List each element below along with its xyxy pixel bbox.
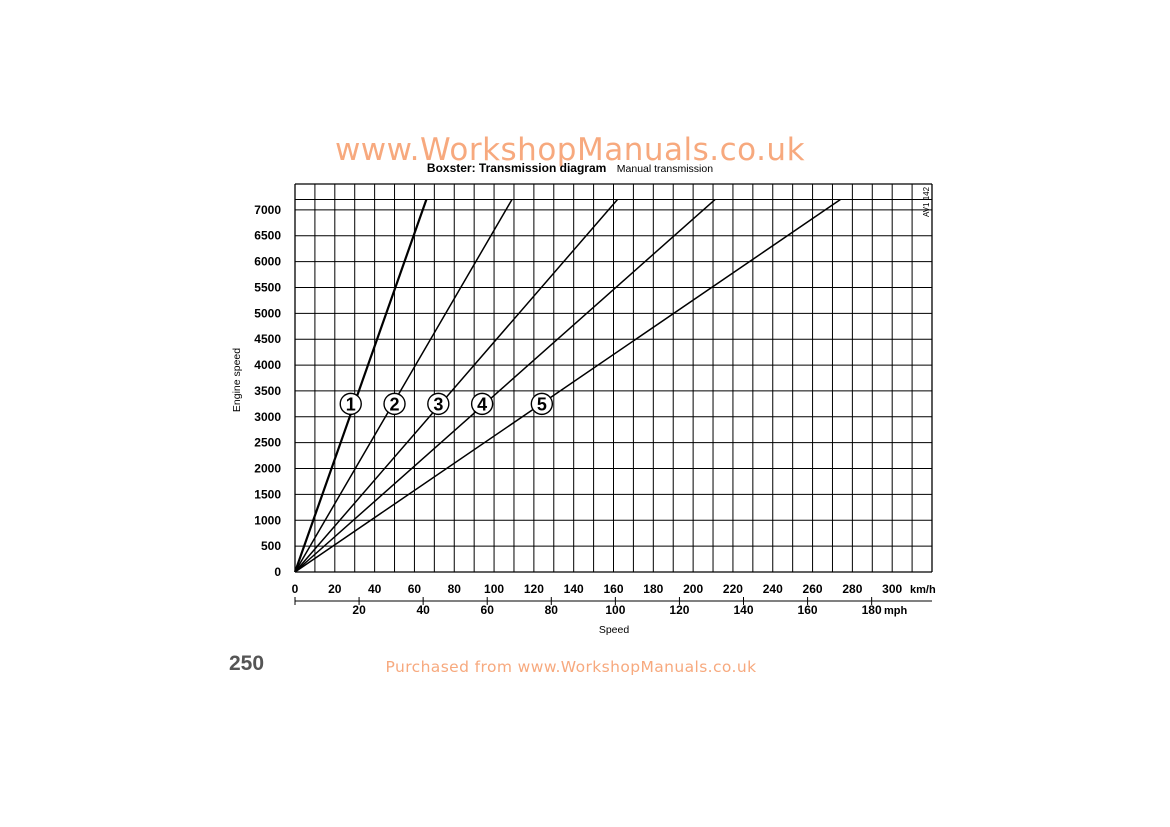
gear-label-circle xyxy=(339,392,362,416)
gear-line-2 xyxy=(294,199,513,573)
gear-label-text: 3 xyxy=(433,394,443,414)
x2-tick-label: 60 xyxy=(481,603,495,617)
y-tick-label: 4500 xyxy=(254,332,281,346)
x2-tick-label: 40 xyxy=(416,603,430,617)
gear-label-text: 4 xyxy=(477,394,487,414)
y-tick-label: 3000 xyxy=(254,410,281,424)
x-tick-label: 0 xyxy=(292,582,299,596)
watermark-bottom: Purchased from www.WorkshopManuals.co.uk xyxy=(386,658,757,676)
x-tick-label: 220 xyxy=(723,582,743,596)
gear-label-4: 4 xyxy=(470,392,494,416)
y-tick-label: 5500 xyxy=(254,280,281,294)
y-tick-label: 3500 xyxy=(254,384,281,398)
x2-tick-label: 140 xyxy=(733,603,753,617)
x-tick-labels: 0 20 40 60 80 100 120 140 160 180 200 220 240 260 280 3… xyxy=(292,582,903,596)
x2-tick-label: 100 xyxy=(605,603,625,617)
x-tick-label: 260 xyxy=(803,582,823,596)
y-tick-label: 0 xyxy=(274,565,281,579)
gear-label-text: 5 xyxy=(537,394,547,414)
gear-label-text: 1 xyxy=(346,394,356,414)
x-tick-label: 120 xyxy=(524,582,544,596)
x-tick-label: 160 xyxy=(603,582,623,596)
x-tick-label: 200 xyxy=(683,582,703,596)
gear-label-1: 1 xyxy=(339,392,362,416)
gear-label-circle xyxy=(470,392,494,416)
y-tick-label: 6500 xyxy=(254,229,281,243)
x2-unit-label: mph xyxy=(884,605,908,617)
gear-label-5: 5 xyxy=(530,392,554,416)
gear-label-circle xyxy=(427,392,450,416)
x-tick-label: 240 xyxy=(763,582,783,596)
x2-tick-label: 80 xyxy=(545,603,559,617)
chart-title-line: Boxster: Transmission diagram Manual tra… xyxy=(427,159,713,176)
x-unit-label: km/h xyxy=(910,584,936,596)
chart-subtitle: Manual transmission xyxy=(617,163,713,175)
gear-label-circle xyxy=(383,392,406,416)
grid xyxy=(294,183,933,573)
gear-label-circle xyxy=(530,392,554,416)
series-lines xyxy=(293,198,841,573)
watermark-top: www.WorkshopManuals.co.uk xyxy=(335,132,805,168)
x2-tick-label: 180 xyxy=(862,603,882,617)
x-tick-label: 280 xyxy=(842,582,862,596)
gear-line-3 xyxy=(294,199,619,573)
gear-line-1 xyxy=(293,199,428,573)
x-tick-label: 140 xyxy=(564,582,584,596)
x-tick-label: 80 xyxy=(448,582,462,596)
x-tick-label: 40 xyxy=(368,582,382,596)
y-tick-label: 1500 xyxy=(254,487,281,501)
gear-line-5 xyxy=(294,198,841,573)
y-tick-label: 4000 xyxy=(254,358,281,372)
gear-label-2: 2 xyxy=(383,392,406,416)
gear-label-3: 3 xyxy=(427,392,450,416)
x-tick-label: 20 xyxy=(328,582,342,596)
page-number: 250 xyxy=(229,652,264,675)
gear-labels: 1 2 3 4 5 xyxy=(339,392,554,416)
x-tick-label: 300 xyxy=(882,582,902,596)
gear-line-4 xyxy=(294,198,716,573)
x-tick-label: 60 xyxy=(408,582,422,596)
y-tick-labels: 0 500 1000 1500 2000 2500 3000 3500 4000 4500 5000… xyxy=(254,203,281,579)
y-axis-title: Engine speed xyxy=(231,348,243,412)
y-tick-label: 5000 xyxy=(254,306,281,320)
x2-tick-label: 120 xyxy=(669,603,689,617)
gear-label-text: 2 xyxy=(390,394,400,414)
x2-tick-label: 160 xyxy=(798,603,818,617)
figure-code: AV1 142 xyxy=(922,186,931,217)
chart-title: Boxster: Transmission diagram xyxy=(427,161,606,175)
y-tick-label: 2000 xyxy=(254,462,281,476)
x-tick-label: 180 xyxy=(643,582,663,596)
x2-tick-label: 20 xyxy=(352,603,366,617)
x-tick-label: 100 xyxy=(484,582,504,596)
y-tick-label: 1000 xyxy=(254,513,281,527)
y-tick-label: 2500 xyxy=(254,436,281,450)
mph-axis: 20 40 60 80 100 120 140 160 180 xyxy=(294,597,932,617)
y-tick-label: 7000 xyxy=(254,203,281,217)
y-tick-label: 500 xyxy=(261,539,281,553)
y-tick-label: 6000 xyxy=(254,255,281,269)
x-axis-title: Speed xyxy=(599,624,630,636)
